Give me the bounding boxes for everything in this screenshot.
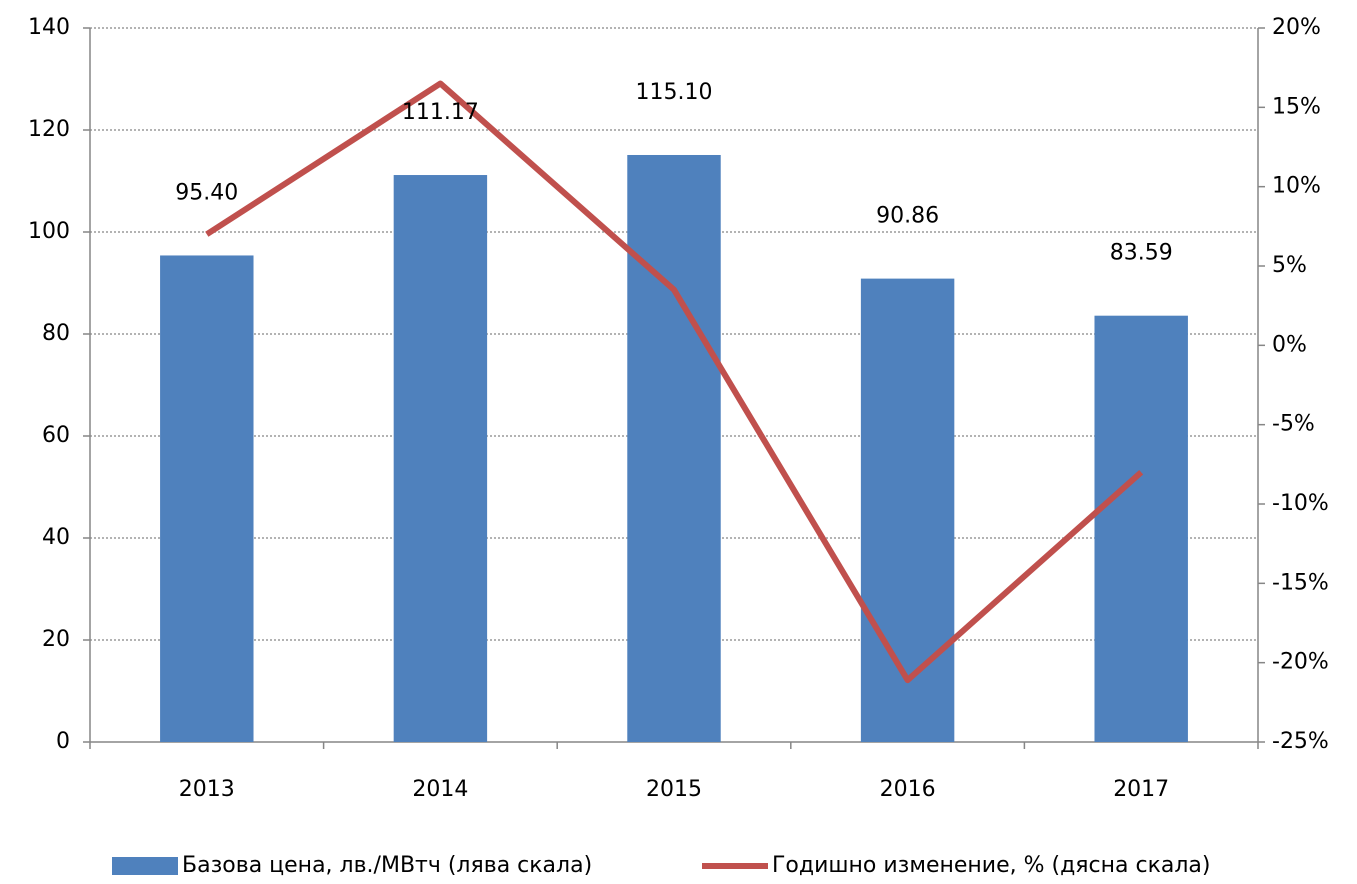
- data-label: 83.59: [1110, 241, 1173, 266]
- bar: [393, 175, 488, 742]
- x-tick-label: 2014: [412, 777, 468, 802]
- y-tick-label: 100: [28, 219, 70, 244]
- y2-tick-label: -5%: [1272, 412, 1315, 437]
- x-tick-label: 2013: [179, 777, 235, 802]
- legend-swatch: [112, 857, 178, 875]
- line: [205, 80, 1144, 684]
- bar: [860, 278, 955, 742]
- data-label: 95.40: [175, 180, 238, 205]
- legend-label: Базова цена, лв./МВтч (лява скала): [182, 853, 592, 878]
- bar: [160, 255, 254, 742]
- y2-tick-label: -10%: [1272, 491, 1329, 516]
- y2-tick-label: -20%: [1272, 650, 1329, 675]
- data-label: 111.17: [402, 100, 479, 125]
- y2-tick-label: -15%: [1272, 570, 1329, 595]
- y-tick-label: 140: [28, 15, 70, 40]
- y2-tick-label: -25%: [1272, 729, 1329, 754]
- y-tick-label: 120: [28, 117, 70, 142]
- x-tick-label: 2017: [1113, 777, 1169, 802]
- y2-tick-label: 20%: [1272, 15, 1321, 40]
- y-tick-label: 60: [42, 423, 70, 448]
- bar: [627, 154, 721, 743]
- y2-tick-label: 15%: [1272, 94, 1321, 119]
- y2-tick-label: 0%: [1272, 332, 1307, 357]
- y-tick-label: 40: [42, 525, 70, 550]
- data-label: 90.86: [876, 204, 939, 229]
- y2-tick-label: 5%: [1272, 253, 1307, 278]
- x-tick-label: 2016: [880, 777, 936, 802]
- y-tick-label: 0: [56, 729, 70, 754]
- legend-label: Годишно изменение, % (дясна скала): [772, 853, 1210, 878]
- bar: [1094, 315, 1188, 742]
- data-label: 115.10: [636, 80, 713, 105]
- y2-tick-label: 10%: [1272, 174, 1321, 199]
- y-tick-label: 80: [42, 321, 70, 346]
- y-tick-label: 20: [42, 627, 70, 652]
- x-tick-label: 2015: [646, 777, 702, 802]
